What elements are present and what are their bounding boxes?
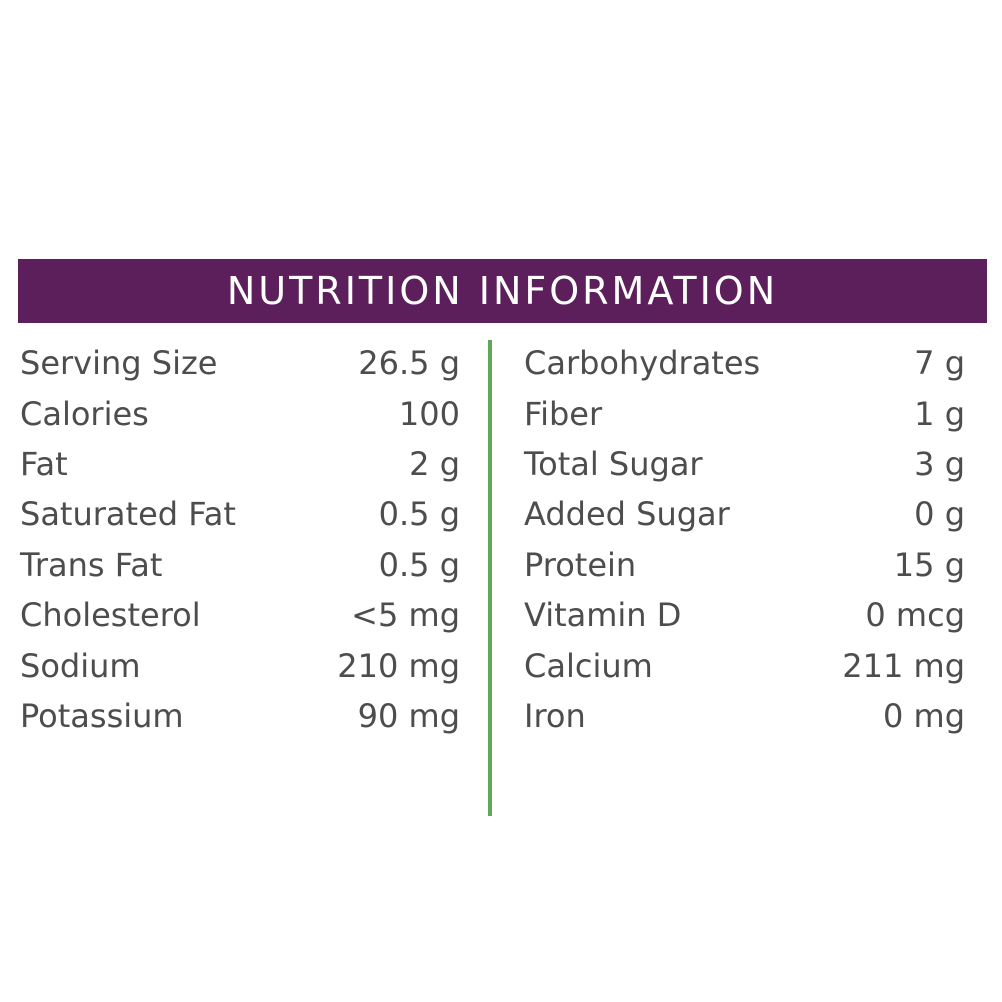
nutrient-label: Fiber xyxy=(524,394,603,433)
nutrient-label: Potassium xyxy=(20,696,184,735)
right-column: Carbohydrates 7 g Fiber 1 g Total Sugar 3 g… xyxy=(524,338,965,741)
nutrient-label: Carbohydrates xyxy=(524,344,761,383)
nutrient-label: Sodium xyxy=(20,646,141,685)
nutrient-label: Calories xyxy=(20,394,149,433)
nutrition-columns: Serving Size 26.5 g Calories 100 Fat 2 g Sa… xyxy=(18,323,987,816)
nutrient-row: Vitamin D 0 mcg xyxy=(524,590,965,640)
nutrient-label: Trans Fat xyxy=(20,545,163,584)
nutrient-value: 26.5 g xyxy=(358,344,460,383)
nutrient-value: 211 mg xyxy=(842,646,965,685)
nutrient-value: 0 mg xyxy=(882,696,965,735)
nutrient-row: Total Sugar 3 g xyxy=(524,439,965,489)
nutrient-row: Fiber 1 g xyxy=(524,388,965,438)
nutrient-label: Vitamin D xyxy=(524,596,682,635)
nutrient-row: Carbohydrates 7 g xyxy=(524,338,965,388)
nutrient-row: Calories 100 xyxy=(20,388,460,438)
nutrient-row: Calcium 211 mg xyxy=(524,640,965,690)
nutrient-value: 0 g xyxy=(914,495,965,534)
nutrient-value: 0 mcg xyxy=(865,596,965,635)
nutrient-label: Total Sugar xyxy=(524,444,703,483)
nutrient-value: 3 g xyxy=(914,444,965,483)
nutrient-label: Calcium xyxy=(524,646,653,685)
nutrient-row: Sodium 210 mg xyxy=(20,640,460,690)
nutrient-row: Trans Fat 0.5 g xyxy=(20,540,460,590)
nutrition-header: NUTRITION INFORMATION xyxy=(18,259,987,323)
nutrient-value: 1 g xyxy=(914,394,965,433)
nutrient-value: 15 g xyxy=(893,545,965,584)
nutrient-value: <5 mg xyxy=(351,596,460,635)
column-divider xyxy=(488,340,492,816)
nutrient-value: 7 g xyxy=(914,344,965,383)
nutrient-label: Protein xyxy=(524,545,637,584)
nutrient-label: Fat xyxy=(20,444,68,483)
nutrient-label: Added Sugar xyxy=(524,495,730,534)
nutrient-row: Serving Size 26.5 g xyxy=(20,338,460,388)
nutrient-value: 90 mg xyxy=(357,696,460,735)
nutrient-row: Cholesterol <5 mg xyxy=(20,590,460,640)
nutrient-value: 210 mg xyxy=(337,646,460,685)
nutrition-title: NUTRITION INFORMATION xyxy=(226,269,779,313)
nutrient-label: Iron xyxy=(524,696,586,735)
nutrient-row: Protein 15 g xyxy=(524,540,965,590)
nutrition-panel: NUTRITION INFORMATION Serving Size 26.5 g… xyxy=(18,259,987,816)
nutrient-row: Saturated Fat 0.5 g xyxy=(20,489,460,539)
nutrient-label: Saturated Fat xyxy=(20,495,236,534)
nutrient-row: Potassium 90 mg xyxy=(20,691,460,741)
nutrient-value: 0.5 g xyxy=(378,545,460,584)
nutrient-row: Added Sugar 0 g xyxy=(524,489,965,539)
nutrient-value: 0.5 g xyxy=(378,495,460,534)
nutrient-value: 100 xyxy=(398,394,460,433)
left-column: Serving Size 26.5 g Calories 100 Fat 2 g Sa… xyxy=(20,338,460,741)
nutrient-row: Iron 0 mg xyxy=(524,691,965,741)
nutrient-value: 2 g xyxy=(409,444,460,483)
nutrient-row: Fat 2 g xyxy=(20,439,460,489)
nutrient-label: Serving Size xyxy=(20,344,218,383)
nutrient-label: Cholesterol xyxy=(20,596,201,635)
